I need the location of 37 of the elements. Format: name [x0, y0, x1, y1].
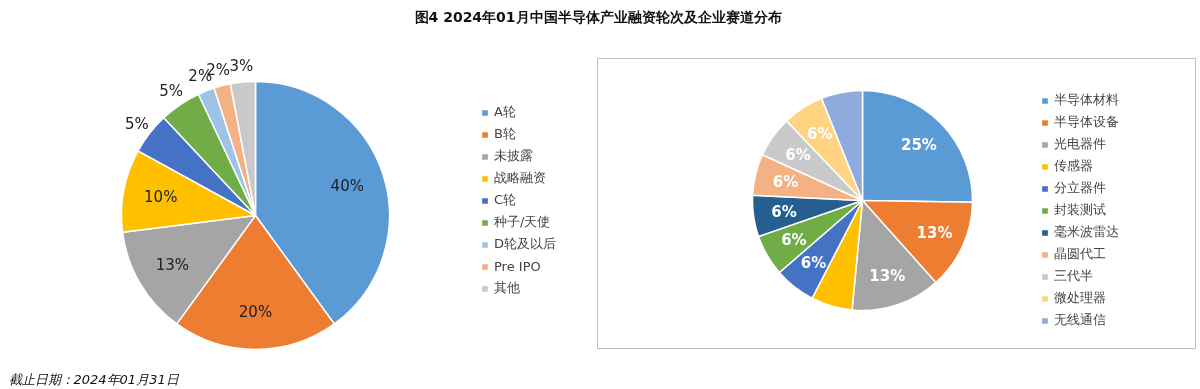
legend-label: 晶圆代工: [1054, 245, 1106, 263]
data-label: 6%: [800, 253, 827, 272]
legend-label: 战略融资: [494, 169, 546, 187]
legend-label: 毫米波雷达: [1054, 223, 1119, 241]
legend-label: 微处理器: [1054, 289, 1106, 307]
legend-label: 半导体材料: [1054, 91, 1119, 109]
data-label: 5%: [125, 114, 149, 133]
data-label: 13%: [155, 255, 190, 274]
legend-label: Pre IPO: [494, 257, 541, 275]
legend-label: C轮: [494, 191, 517, 209]
legend-label: 其他: [494, 279, 520, 297]
legend-label: 传感器: [1054, 157, 1093, 175]
data-label: 40%: [330, 176, 364, 195]
text: 图4 2024年01月中国半导体产业融资轮次及企业赛道分布: [414, 8, 782, 25]
data-label: 13%: [869, 266, 906, 285]
legend-label: 半导体设备: [1054, 113, 1119, 131]
legend-label: 种子/天使: [494, 213, 551, 231]
data-label: 3%: [229, 57, 254, 76]
data-label: 6%: [771, 202, 797, 221]
data-label: 6%: [772, 172, 799, 191]
legend-label: 光电器件: [1054, 135, 1106, 153]
data-label: 25%: [900, 135, 937, 154]
legend-label: A轮: [494, 103, 516, 121]
legend-label: 未披露: [494, 147, 533, 165]
legend-label: 三代半: [1054, 267, 1093, 285]
data-label: 10%: [144, 188, 178, 207]
legend-label: 分立器件: [1054, 179, 1106, 197]
data-label: 6%: [781, 231, 807, 250]
text: 截止日期：2024年01月31日: [8, 372, 180, 387]
data-label: 20%: [238, 302, 273, 321]
legend-label: B轮: [494, 125, 516, 143]
data-label: 13%: [916, 224, 953, 243]
legend-label: 封装测试: [1054, 201, 1106, 219]
legend-label: 无线通信: [1054, 311, 1106, 329]
data-label: 6%: [806, 124, 833, 143]
data-label: 5%: [159, 82, 184, 101]
legend-label: D轮及以后: [494, 235, 557, 253]
